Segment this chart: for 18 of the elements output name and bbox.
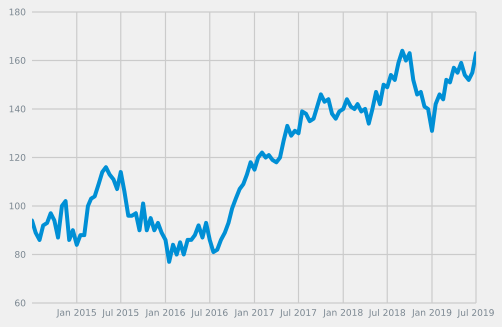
y-tick-label: 120 — [10, 154, 26, 161]
y-tick-label: 160 — [10, 57, 26, 64]
x-tick-label: Jan 2016 — [145, 309, 185, 318]
x-tick-label: Jan 2018 — [322, 309, 363, 318]
x-tick-label: Jan 2019 — [412, 309, 452, 318]
y-tick-label: 140 — [10, 106, 26, 112]
y-tick-label: 60 — [15, 300, 26, 306]
x-tick-label: Jul 2017 — [280, 309, 316, 318]
x-tick-label: Jul 2019 — [457, 309, 494, 318]
x-tick-label: Jul 2015 — [102, 309, 138, 318]
y-tick-label: 80 — [15, 251, 26, 258]
x-tick-label: Jan 2015 — [56, 309, 96, 318]
line-series — [32, 48, 476, 264]
x-tick-label: Jan 2017 — [234, 309, 274, 318]
x-tick-label: Jul 2018 — [368, 309, 406, 318]
y-tick-label: 180 — [10, 8, 26, 16]
x-tick-label: Jul 2016 — [190, 309, 228, 318]
y-tick-label: 100 — [10, 202, 26, 210]
